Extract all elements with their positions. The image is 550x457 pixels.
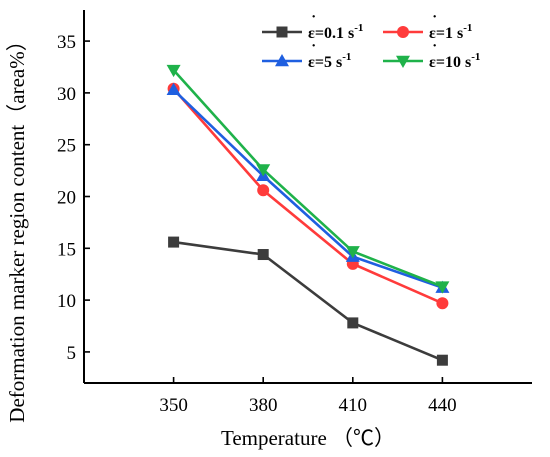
data-point <box>256 164 271 177</box>
x-tick-label: 380 <box>249 395 278 416</box>
series-line <box>172 69 443 288</box>
legend-label: ε=0.1 s-1 <box>308 22 363 42</box>
epsilon-dot-accent: ˙ <box>432 42 437 59</box>
y-tick-label: 10 <box>57 291 76 312</box>
data-point <box>166 82 181 96</box>
series-3 <box>166 64 450 294</box>
legend-label-superscript: -1 <box>354 22 363 34</box>
data-point <box>436 354 448 366</box>
series-layer <box>166 64 450 366</box>
data-point <box>168 236 180 248</box>
legend-marker <box>397 26 409 38</box>
y-tick-label: 25 <box>57 136 76 157</box>
legend-label-superscript: -1 <box>471 51 480 63</box>
data-point <box>435 281 450 294</box>
legend-marker <box>276 26 288 38</box>
x-axis-title: Temperature （℃） <box>221 426 395 450</box>
legend-item: ε=1 s-1˙ <box>383 13 472 42</box>
y-axis-title: Deformation marker region content（area%） <box>5 30 29 422</box>
y-tick-label: 30 <box>57 84 76 105</box>
series-line <box>172 88 443 289</box>
legend-label: ε=1 s-1 <box>429 22 472 42</box>
legend-item: ε=0.1 s-1˙ <box>262 13 363 42</box>
y-tick-label: 20 <box>57 188 76 209</box>
series-2 <box>166 82 450 293</box>
data-point <box>166 64 181 78</box>
legend-marker <box>275 54 289 67</box>
series-0 <box>168 236 448 366</box>
series-line <box>172 87 443 305</box>
x-tick-label: 410 <box>339 395 368 416</box>
data-point <box>345 246 360 259</box>
legend-label: ε=10 s-1 <box>429 51 480 71</box>
series-line <box>173 240 443 362</box>
legend-label: ε=5 s-1 <box>308 51 351 71</box>
data-point <box>436 297 449 310</box>
legend: ε=0.1 s-1˙ε=1 s-1˙ε=5 s-1˙ε=10 s-1˙ <box>262 13 480 71</box>
x-tick-label: 440 <box>428 395 457 416</box>
epsilon-dot-accent: ˙ <box>311 13 316 30</box>
data-point <box>347 317 359 329</box>
data-point <box>257 249 269 261</box>
y-tick-label: 15 <box>57 239 76 260</box>
epsilon-dot-accent: ˙ <box>432 13 437 30</box>
legend-label-superscript: -1 <box>463 22 472 34</box>
data-point <box>257 184 270 197</box>
legend-item: ε=10 s-1˙ <box>383 42 480 71</box>
legend-marker <box>396 55 410 68</box>
x-tick-label: 350 <box>159 395 188 416</box>
ticks: 350 380 410 440 5 10 15 20 25 30 35 <box>57 32 457 416</box>
epsilon-dot-accent: ˙ <box>311 42 316 59</box>
legend-item: ε=5 s-1˙ <box>262 42 351 71</box>
y-tick-label: 5 <box>67 343 77 364</box>
legend-label-superscript: -1 <box>342 51 351 63</box>
y-tick-label: 35 <box>57 32 76 53</box>
